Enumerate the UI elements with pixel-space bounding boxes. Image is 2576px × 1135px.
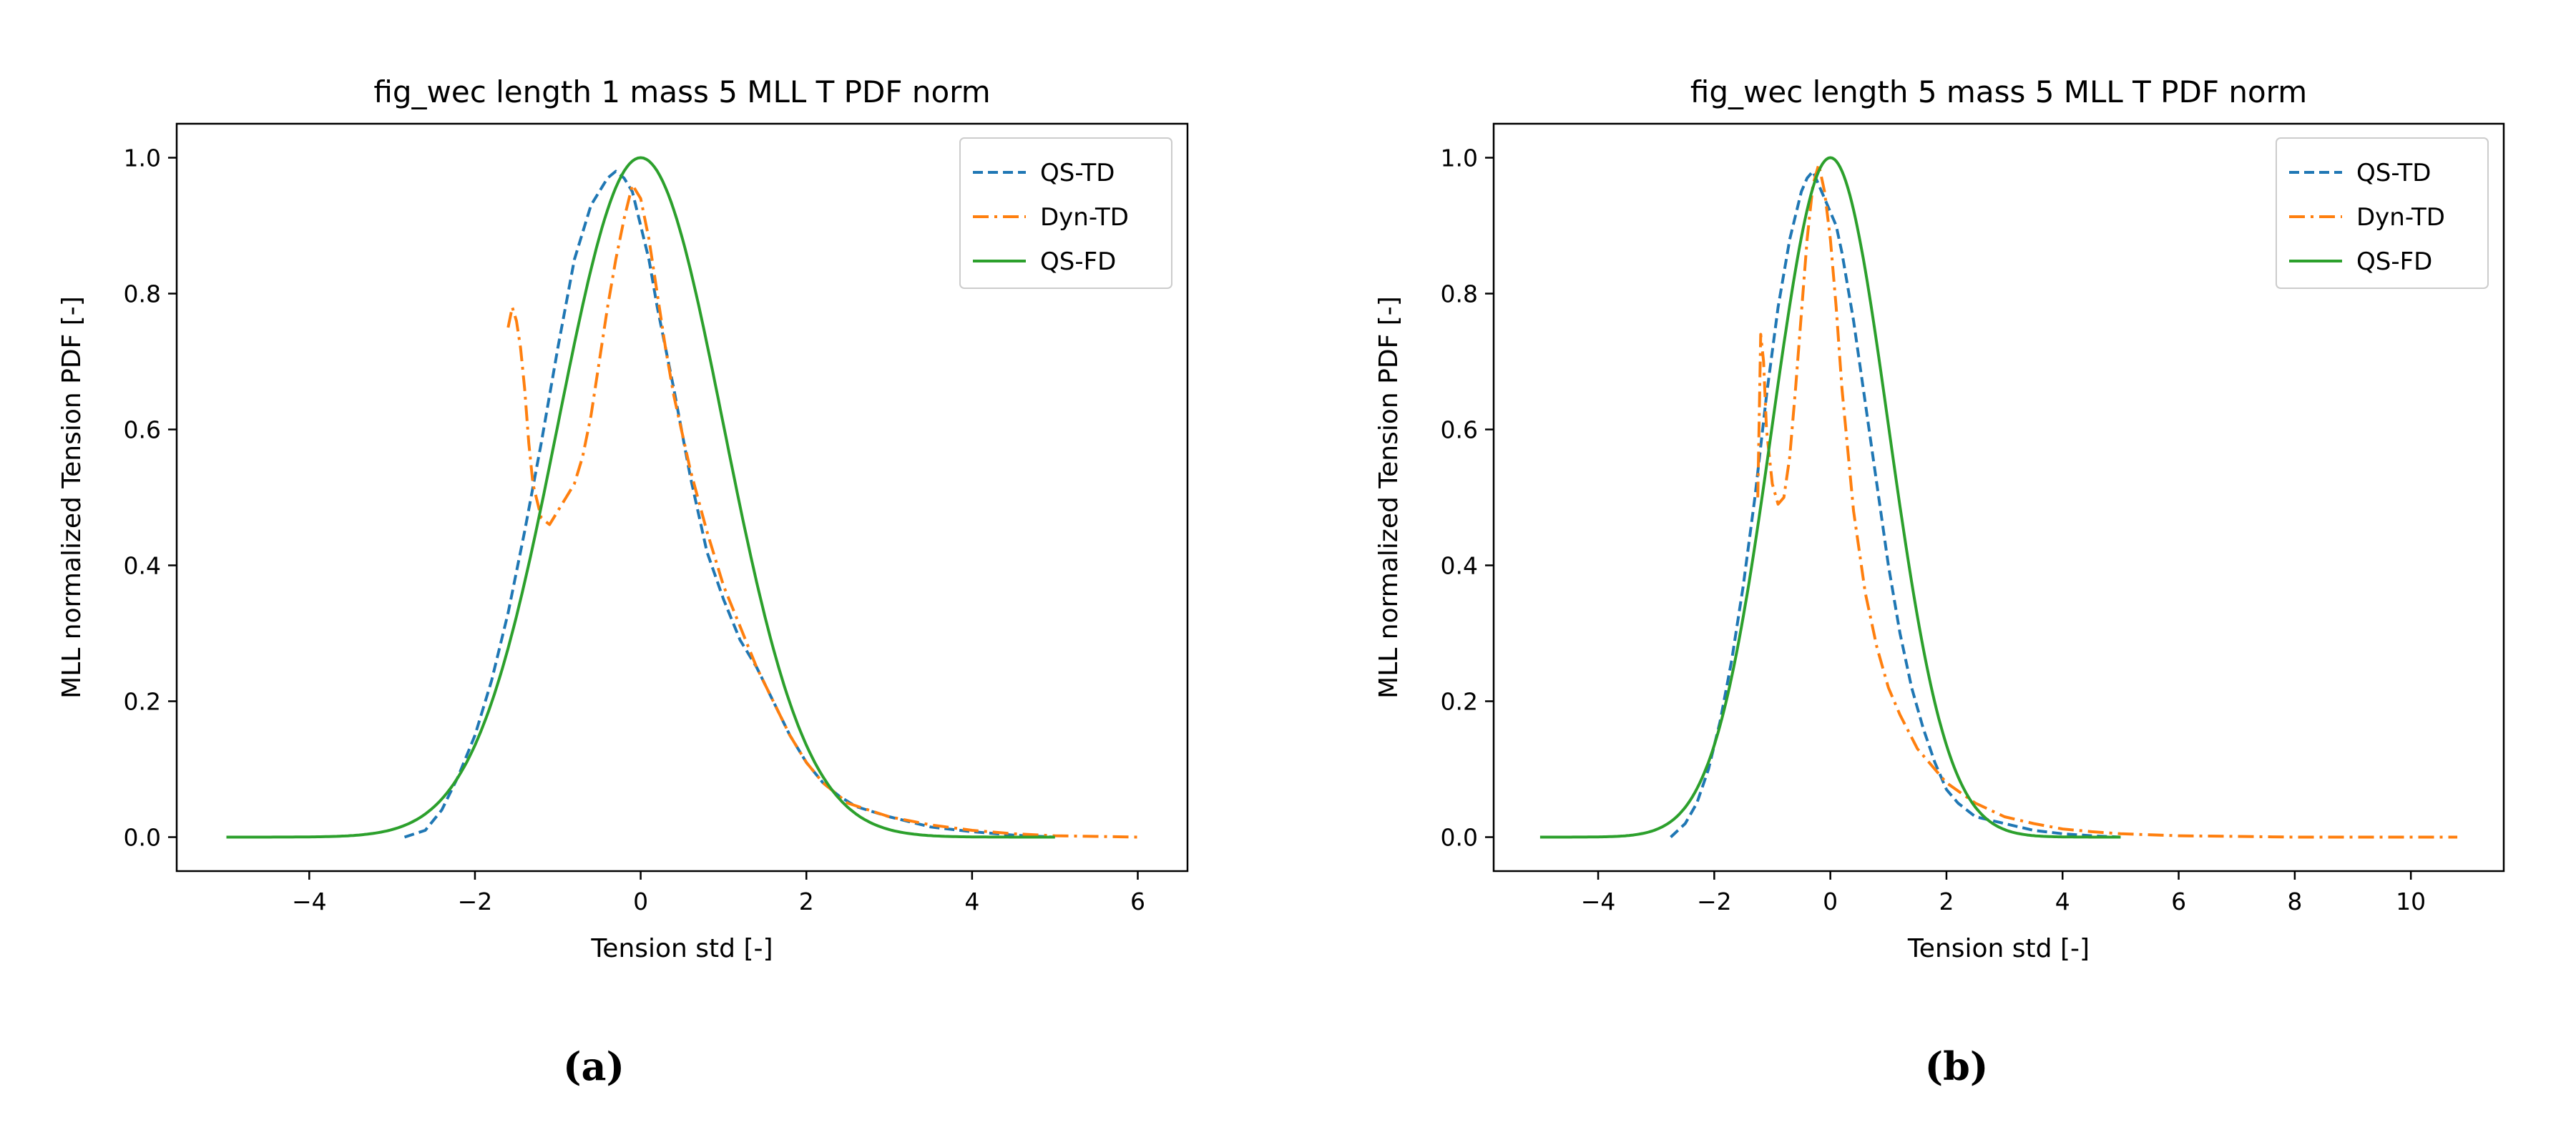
plot-frame — [175, 122, 1189, 873]
panel-caption: (b) — [1925, 1043, 1989, 1089]
series-line-qs-td — [1670, 169, 2121, 839]
chart-panel-b: fig_wec length 5 mass 5 MLL T PDF norm −4… — [1374, 74, 2505, 1089]
x-tick-label: 4 — [964, 888, 979, 915]
panel-caption: (a) — [563, 1043, 625, 1089]
x-axis-label: Tension std [-] — [590, 934, 773, 963]
y-tick-label: 0.4 — [124, 552, 161, 580]
legend-box — [959, 137, 1172, 289]
y-tick-label: 0.8 — [124, 280, 161, 308]
x-tick-label: −4 — [1581, 888, 1616, 915]
chart-panel-a: fig_wec length 1 mass 5 MLL T PDF norm −4… — [57, 74, 1189, 1089]
x-tick-label: 6 — [1130, 888, 1145, 915]
legend-label-dyn-td: Dyn-TD — [1040, 203, 1129, 232]
x-tick-label: 0 — [633, 888, 648, 915]
x-tick-label: −2 — [1697, 888, 1732, 915]
legend-label-qs-fd: QS-FD — [2356, 247, 2432, 276]
legend: QS-TD Dyn-TD QS-FD — [2276, 137, 2489, 289]
y-tick-label: 0.2 — [124, 688, 161, 716]
legend-label-dyn-td: Dyn-TD — [2356, 203, 2445, 232]
x-tick-label: −4 — [292, 888, 327, 915]
series-line-dyn-td — [1756, 163, 2458, 839]
series-line-qs-fd — [226, 156, 1055, 839]
y-axis-label: MLL normalized Tension PDF [-] — [57, 296, 87, 699]
y-tick-label: 0.8 — [1441, 280, 1478, 308]
legend-label-qs-fd: QS-FD — [1040, 247, 1116, 276]
x-tick-label: 4 — [2055, 888, 2070, 915]
x-tick-label: −2 — [458, 888, 493, 915]
x-tick-label: 2 — [1939, 888, 1954, 915]
chart-title: fig_wec length 1 mass 5 MLL T PDF norm — [373, 74, 990, 109]
series-line-qs-fd — [1539, 156, 2121, 839]
y-tick-label: 0.6 — [124, 416, 161, 444]
legend: QS-TD Dyn-TD QS-FD — [959, 137, 1172, 289]
x-tick-label: 2 — [799, 888, 814, 915]
y-tick-label: 0.0 — [1441, 824, 1478, 852]
legend-box — [2276, 137, 2489, 289]
y-tick-label: 0.6 — [1441, 416, 1478, 444]
y-tick-label: 0.0 — [124, 824, 161, 852]
plot-frame — [1492, 122, 2505, 873]
y-tick-label: 0.2 — [1441, 688, 1478, 716]
legend-label-qs-td: QS-TD — [2356, 159, 2431, 187]
series-line-dyn-td — [506, 183, 1138, 839]
y-tick-label: 0.4 — [1441, 552, 1478, 580]
chart-title: fig_wec length 5 mass 5 MLL T PDF norm — [1690, 74, 2307, 109]
x-axis-label: Tension std [-] — [1907, 934, 2090, 963]
legend-label-qs-td: QS-TD — [1040, 159, 1115, 187]
series-line-qs-td — [403, 169, 1055, 839]
x-tick-label: 6 — [2171, 888, 2186, 915]
y-tick-label: 1.0 — [1441, 144, 1478, 172]
x-tick-label: 10 — [2396, 888, 2426, 915]
x-tick-label: 0 — [1823, 888, 1838, 915]
y-axis-label: MLL normalized Tension PDF [-] — [1374, 296, 1404, 699]
y-tick-label: 1.0 — [124, 144, 161, 172]
x-tick-label: 8 — [2287, 888, 2302, 915]
